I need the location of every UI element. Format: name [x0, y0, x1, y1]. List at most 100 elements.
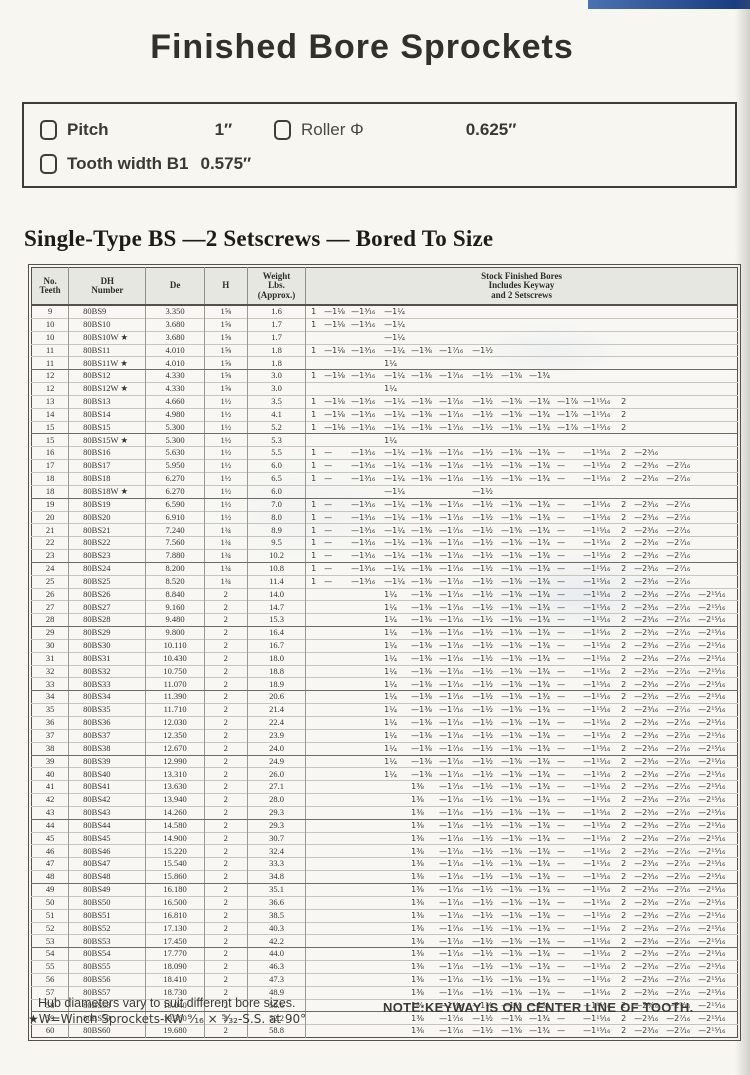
weight-cell: 23.9 [246, 728, 306, 743]
bore-value [472, 358, 501, 369]
table-row: 55 80BS55 18.090 2 46.3 1⅜ —1⁷⁄₁₆ —1½ —1⅝ —1¾ — —1¹… [31, 960, 738, 974]
bore-value: —2³⁄₁₆ [634, 936, 659, 946]
bore-value [666, 306, 698, 318]
bore-value [324, 486, 351, 497]
bores-cell: 1⅜ —1⁷⁄₁₆ —1½ —1⅝ —1¾ — —1¹⁵⁄₁₆ 2 —2³⁄₁₆ —2⁷⁄₁₆ —2… [305, 1011, 738, 1025]
table-row: 18 80BS18W ★ 6.270 1½ 6.0 —1¼ —1½ [31, 484, 738, 499]
bore-value: 2 [621, 782, 627, 792]
bore-value [557, 371, 583, 382]
bore-value [324, 987, 351, 998]
bore-value: —2⁷⁄₁₆ [666, 769, 691, 779]
bore-value: —1⅜ [411, 589, 432, 599]
bore-value: —1¾ [529, 859, 550, 869]
bore-value [351, 666, 384, 677]
bore-value: —1⅛ [324, 371, 345, 381]
bore-value: —1⅝ [501, 653, 522, 663]
bore-value: —2¹⁵⁄₁₆ [698, 962, 726, 972]
bore-value [529, 319, 557, 330]
teeth-cell: 23 [31, 549, 69, 563]
bore-value [351, 859, 384, 870]
teeth-cell: 44 [31, 818, 69, 833]
bore-value: —1⅝ [501, 448, 522, 458]
bore-value: —2⁷⁄₁₆ [666, 461, 691, 471]
teeth-cell: 51 [31, 908, 69, 922]
bore-value: —1½ [472, 692, 493, 702]
bore-value: —1¹⁵⁄₁₆ [583, 808, 611, 818]
bore-value: —1¾ [529, 885, 550, 895]
bore-value: — [557, 975, 566, 985]
bore-value [311, 1026, 324, 1037]
bore-value: —1⅝ [501, 422, 522, 432]
h-cell: 1⅝ [203, 330, 248, 345]
teeth-cell: 12 [31, 382, 69, 396]
teeth-cell: 36 [31, 716, 69, 730]
dh-cell: 80BS13 [68, 394, 146, 409]
bore-value: —2³⁄₁₆ [634, 910, 659, 920]
bore-value: —1¹⁵⁄₁₆ [583, 936, 611, 946]
bore-value: —1¹⁵⁄₁₆ [583, 512, 611, 522]
bores-cell: 1¼ [305, 433, 738, 447]
bore-value [557, 486, 583, 497]
bore-value: —2⁷⁄₁₆ [666, 589, 691, 599]
dh-cell: 80BS10W ★ [68, 330, 146, 345]
bore-value: —2¹⁵⁄₁₆ [698, 808, 726, 818]
bore-value [311, 730, 324, 741]
bore-value [634, 486, 666, 497]
bore-value: —1⅜ [411, 576, 432, 586]
bore-value: 2 [621, 525, 627, 535]
bore-value: —1½ [472, 756, 493, 766]
bore-value: —1¾ [529, 692, 550, 702]
bore-value [621, 345, 634, 356]
bore-value: —1⅝ [501, 589, 522, 599]
h-cell: 2 [203, 985, 248, 1000]
bore-value [324, 332, 351, 343]
bores-cell: 1¼ —1⅜ —1⁷⁄₁₆ —1½ —1⅝ —1¾ — —1¹⁵⁄₁₆ 2 —2³⁄₁₆ —2⁷⁄₁… [305, 626, 738, 640]
bore-value: —1¹⁵⁄₁₆ [583, 641, 611, 651]
bore-value: —1⅝ [501, 692, 522, 702]
bore-value: —1¾ [529, 589, 550, 599]
bore-value: —2⁷⁄₁₆ [666, 641, 691, 651]
bore-value: —2⁷⁄₁₆ [666, 512, 691, 522]
teeth-cell: 26 [31, 587, 69, 601]
bore-value [411, 332, 439, 343]
weight-cell: 15.3 [246, 613, 306, 628]
bore-value: —1¾ [529, 731, 550, 741]
bore-value [472, 435, 501, 446]
bore-value [698, 461, 736, 472]
bore-value: —2³⁄₁₆ [634, 782, 659, 792]
teeth-cell: 53 [31, 934, 69, 949]
de-cell: 4.660 [145, 394, 205, 409]
bore-value [439, 306, 472, 318]
bore-value [311, 435, 324, 446]
teeth-cell: 43 [31, 805, 69, 820]
bore-value: —1¹⁵⁄₁₆ [583, 795, 611, 805]
bore-value [351, 1013, 384, 1024]
h-cell: 2 [203, 818, 248, 833]
bore-value [324, 743, 351, 754]
table-row: 43 80BS43 14.260 2 29.3 1⅜ —1⁷⁄₁₆ —1½ —1⅝ —1¾ — —1¹… [31, 805, 738, 820]
bore-value [472, 319, 501, 330]
bore-value [634, 371, 666, 382]
bores-cell: 1⅜ —1⁷⁄₁₆ —1½ —1⅝ —1¾ — —1¹⁵⁄₁₆ 2 —2³⁄₁₆ —2⁷⁄₁₆ —2… [305, 831, 738, 845]
bore-value [324, 949, 351, 960]
bore-value: 1¼ [384, 615, 397, 625]
weight-cell: 33.3 [246, 857, 306, 871]
teeth-cell: 19 [31, 497, 69, 511]
bore-value [351, 872, 384, 883]
bore-value: —2³⁄₁₆ [634, 602, 659, 612]
bores-cell: 1 — —1³⁄₁₆ —1¼ —1⅜ —1⁷⁄₁₆ —1½ —1⅝ —1¾ — —1¹⁵⁄₁₆ 2 —2… [305, 549, 738, 563]
teeth-cell: 9 [47, 306, 53, 317]
bore-value: 1 [311, 551, 317, 561]
dh-cell: 80BS25 [68, 574, 146, 589]
bore-value: —1⁷⁄₁₆ [439, 666, 464, 676]
bore-value: —1⁷⁄₁₆ [439, 653, 464, 663]
sprocket-table: No. Teeth DH Number De H Weight Lbs. (Ap… [31, 267, 738, 1039]
bore-value: —1½ [472, 641, 493, 651]
de-cell: 16.810 [145, 908, 205, 922]
dh-cell: 80BS30 [68, 638, 146, 653]
bore-value: —1¼ [384, 499, 405, 509]
bore-value: —1¾ [529, 962, 550, 972]
bore-value: —1¼ [384, 409, 405, 419]
bore-value [634, 422, 666, 433]
bore-value: —1½ [472, 936, 493, 946]
